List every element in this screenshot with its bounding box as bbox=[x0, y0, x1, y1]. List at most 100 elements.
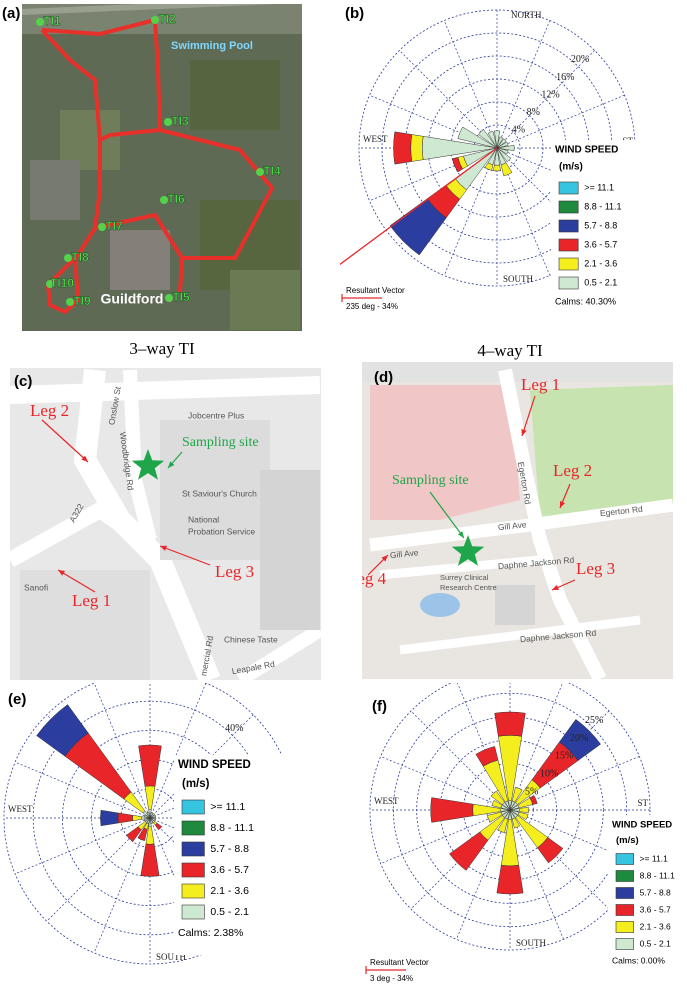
ring-label: 8% bbox=[527, 107, 540, 118]
petal-segment bbox=[430, 797, 474, 823]
panel: (a) TI1 TI2 TI3 TI4 TI5 TI6 TI7 TI8 TI9 TI10 Swimmi… bbox=[2, 5, 281, 308]
place-label: St Saviour's Church bbox=[182, 488, 257, 498]
ring-label: 16% bbox=[556, 72, 574, 83]
arrow bbox=[429, 491, 465, 539]
legend-swatch bbox=[181, 820, 205, 836]
sampling-star bbox=[451, 535, 485, 566]
site-label: TI5 bbox=[172, 290, 190, 304]
petal-segment bbox=[36, 704, 89, 757]
legend-swatch bbox=[181, 841, 205, 857]
petal-segment bbox=[496, 865, 524, 895]
direction-label: SOUTH bbox=[503, 274, 534, 284]
petal-segment bbox=[149, 817, 154, 824]
petal-segment bbox=[559, 719, 601, 761]
legend-title: WIND SPEED bbox=[612, 820, 672, 831]
legend-label: 5.7 - 8.8 bbox=[584, 220, 617, 230]
petal-segment bbox=[487, 130, 498, 149]
site-marker bbox=[66, 298, 74, 306]
petal-segment bbox=[393, 131, 413, 165]
petal-segment bbox=[490, 790, 505, 805]
petal-segment bbox=[487, 811, 503, 823]
legend-swatch bbox=[558, 257, 579, 271]
petal-segment bbox=[410, 134, 424, 162]
arrow-head bbox=[521, 429, 527, 436]
petal-segment bbox=[494, 130, 500, 149]
legend-title: WIND SPEED bbox=[178, 759, 251, 771]
petal-segment bbox=[511, 817, 521, 829]
legend-swatch bbox=[615, 887, 634, 899]
arrow-head bbox=[381, 555, 388, 562]
ring-label: 25% bbox=[585, 715, 603, 726]
panel-heading: 3–way TI bbox=[129, 339, 195, 358]
site-marker bbox=[36, 18, 44, 26]
resultant-vector bbox=[340, 147, 498, 266]
legend-label: 0.5 - 2.1 bbox=[640, 938, 671, 948]
arrow bbox=[159, 545, 211, 566]
legend-label: 0.5 - 2.1 bbox=[584, 277, 617, 287]
calms-label: Calms: 2.38% bbox=[178, 927, 243, 939]
legend-unit: (m/s) bbox=[616, 835, 639, 846]
site-label: TI7 bbox=[105, 219, 123, 233]
site-label: TI3 bbox=[171, 114, 189, 128]
arrow-head bbox=[81, 455, 88, 462]
legend-unit: (m/s) bbox=[182, 778, 210, 790]
direction-label: WEST bbox=[8, 804, 33, 814]
legend-swatch bbox=[181, 904, 205, 920]
panel-label: (e) bbox=[8, 691, 26, 708]
site-label: TI4 bbox=[263, 164, 281, 178]
petal-segment bbox=[457, 126, 498, 149]
street-map bbox=[10, 368, 321, 680]
panel-label: (d) bbox=[374, 369, 393, 386]
petal-segment bbox=[493, 164, 501, 172]
petal-segment bbox=[144, 817, 151, 822]
leg-label: Leg 3 bbox=[215, 562, 254, 581]
legend-swatch bbox=[558, 238, 579, 252]
petal-segment bbox=[496, 136, 504, 149]
leg-label: Leg 3 bbox=[576, 559, 615, 578]
panel: 5%10%15%20%25%NORTHSOUTHWESTST bbox=[369, 683, 651, 951]
route bbox=[40, 18, 274, 314]
petal-segment bbox=[137, 827, 148, 842]
ring bbox=[473, 124, 521, 172]
site-label: TI8 bbox=[71, 250, 89, 264]
leg-label: Leg 2 bbox=[30, 401, 69, 420]
town-label: Guildford bbox=[101, 291, 164, 307]
petal-segment bbox=[496, 141, 509, 149]
leg-label: Leg 2 bbox=[553, 461, 592, 480]
place-label: Probation Service bbox=[188, 526, 255, 536]
street-map bbox=[362, 362, 673, 679]
legend-swatch bbox=[181, 883, 205, 899]
petal-segment bbox=[496, 138, 507, 149]
ring-label: 12% bbox=[541, 89, 559, 100]
petal-segment bbox=[149, 812, 156, 819]
place-label: Gill Ave bbox=[497, 519, 527, 532]
arrow-head bbox=[58, 570, 65, 576]
legend-swatch bbox=[558, 219, 579, 233]
calms-label: Calms: 40.30% bbox=[555, 296, 616, 306]
arrow bbox=[57, 569, 96, 593]
legend-swatch bbox=[615, 853, 634, 865]
site-label: TI6 bbox=[167, 192, 185, 206]
petal-segment bbox=[496, 147, 509, 155]
petal-segment bbox=[144, 785, 156, 810]
petal-segment bbox=[140, 843, 160, 877]
legend-swatch bbox=[615, 870, 634, 882]
arrow-head bbox=[552, 584, 559, 590]
direction-label: SOUTH bbox=[516, 938, 547, 948]
legend-swatch bbox=[615, 921, 634, 933]
legend-swatch bbox=[558, 181, 579, 195]
legend-label: 2.1 - 3.6 bbox=[584, 258, 617, 268]
calms-label: Calms: 0.00% bbox=[612, 955, 665, 965]
spoke bbox=[410, 710, 610, 910]
petal-segment bbox=[154, 822, 163, 831]
petal-segment bbox=[138, 744, 162, 787]
site-marker bbox=[256, 168, 264, 176]
petal-segment bbox=[126, 826, 142, 842]
leg-label: Leg 1 bbox=[72, 591, 111, 610]
site-marker bbox=[164, 118, 172, 126]
legend-label: 8.8 - 11.1 bbox=[584, 201, 621, 211]
site-label: Sampling site bbox=[392, 473, 469, 488]
petal-segment bbox=[100, 809, 119, 827]
